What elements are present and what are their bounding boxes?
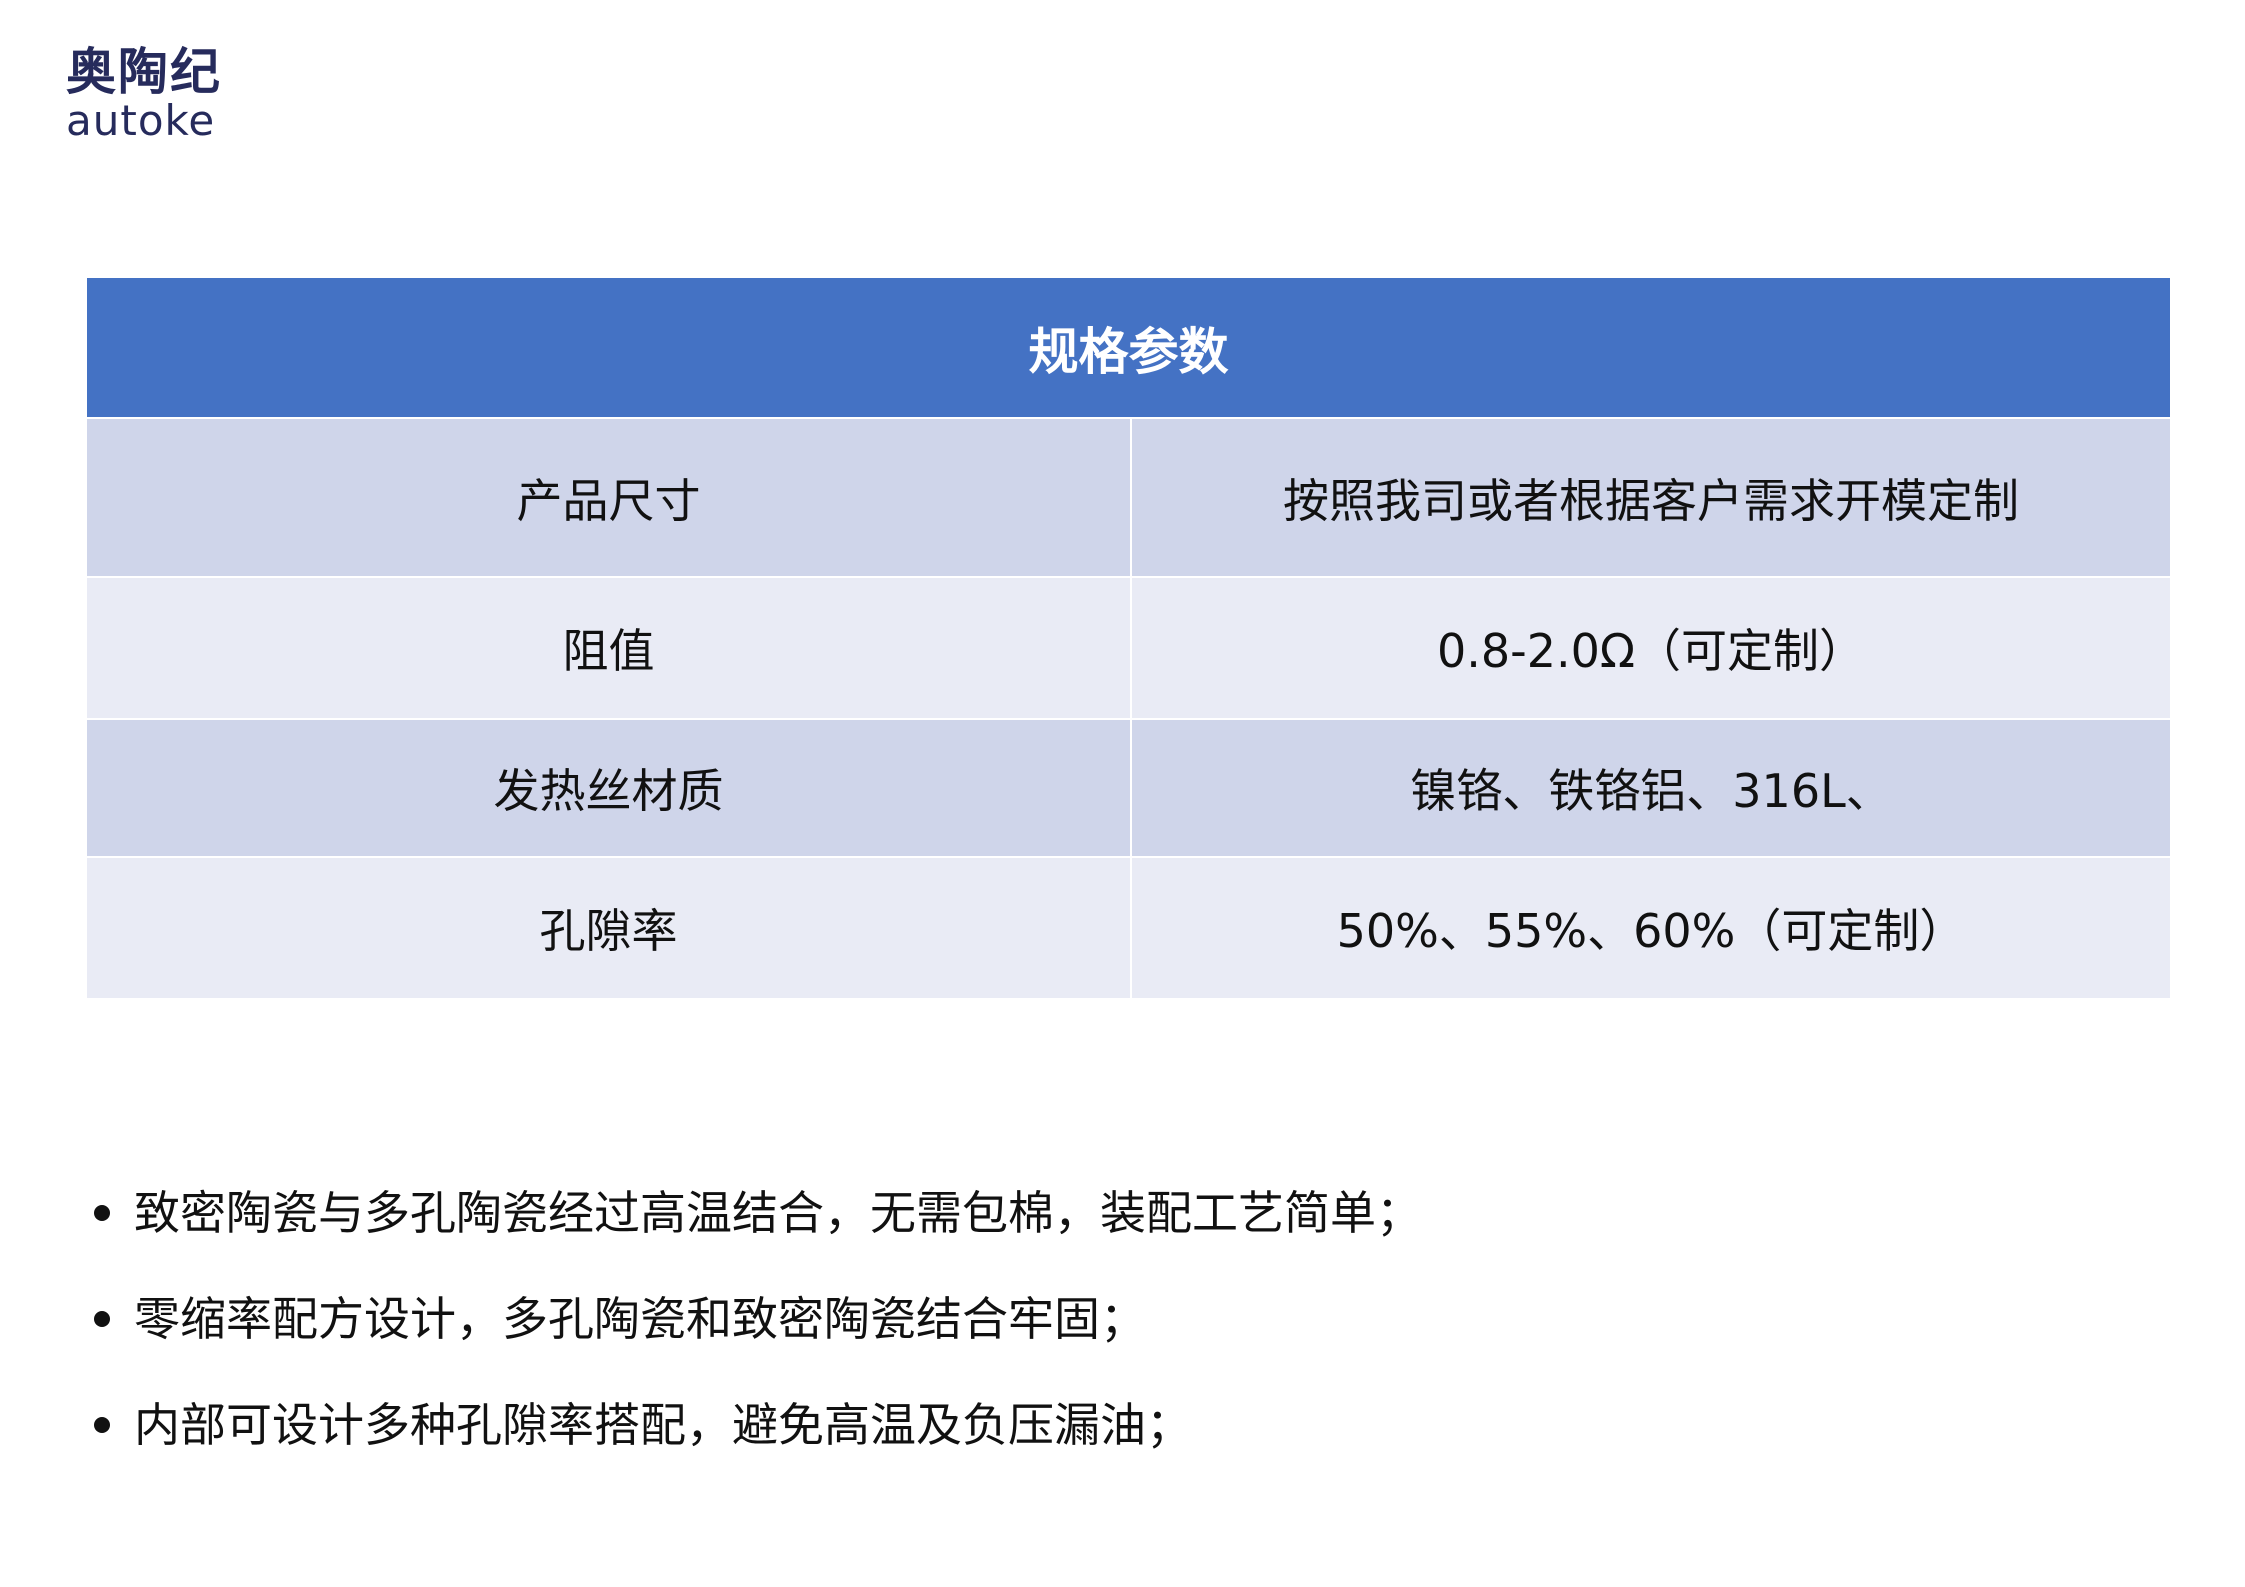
spec-table-title: 规格参数: [87, 278, 2170, 418]
row-value: 50%、55%、60%（可定制）: [1130, 856, 2170, 998]
list-item: 零缩率配方设计，多孔陶瓷和致密陶瓷结合牢固；: [90, 1266, 1422, 1372]
list-item-text: 内部可设计多种孔隙率搭配，避免高温及负压漏油；: [134, 1398, 1192, 1452]
feature-list: 致密陶瓷与多孔陶瓷经过高温结合，无需包棉，装配工艺简单； 零缩率配方设计，多孔陶…: [90, 1160, 1422, 1478]
bullet-icon: [94, 1311, 110, 1327]
table-row: 发热丝材质 镍铬、铁铬铝、316L、: [87, 718, 2170, 857]
row-label: 孔隙率: [87, 856, 1131, 998]
list-item-text: 零缩率配方设计，多孔陶瓷和致密陶瓷结合牢固；: [134, 1292, 1146, 1346]
row-label: 阻值: [87, 576, 1131, 719]
row-value: 0.8-2.0Ω（可定制）: [1130, 576, 2170, 719]
list-item-text: 致密陶瓷与多孔陶瓷经过高温结合，无需包棉，装配工艺简单；: [134, 1186, 1422, 1240]
bullet-icon: [94, 1205, 110, 1221]
company-logo: 奥陶纪 autoke: [66, 44, 222, 142]
spec-table: 规格参数 产品尺寸 按照我司或者根据客户需求开模定制 阻值 0.8-2.0Ω（可…: [87, 278, 2170, 998]
row-value: 按照我司或者根据客户需求开模定制: [1130, 417, 2170, 577]
row-label: 产品尺寸: [87, 417, 1131, 577]
row-label: 发热丝材质: [87, 718, 1131, 857]
bullet-icon: [94, 1417, 110, 1433]
list-item: 内部可设计多种孔隙率搭配，避免高温及负压漏油；: [90, 1372, 1422, 1478]
logo-english-text: autoke: [66, 96, 216, 145]
list-item: 致密陶瓷与多孔陶瓷经过高温结合，无需包棉，装配工艺简单；: [90, 1160, 1422, 1266]
table-row: 孔隙率 50%、55%、60%（可定制）: [87, 856, 2170, 998]
table-row: 产品尺寸 按照我司或者根据客户需求开模定制: [87, 417, 2170, 577]
row-value: 镍铬、铁铬铝、316L、: [1130, 718, 2170, 857]
table-row: 阻值 0.8-2.0Ω（可定制）: [87, 576, 2170, 719]
logo-chinese-text: 奥陶纪: [66, 43, 222, 101]
